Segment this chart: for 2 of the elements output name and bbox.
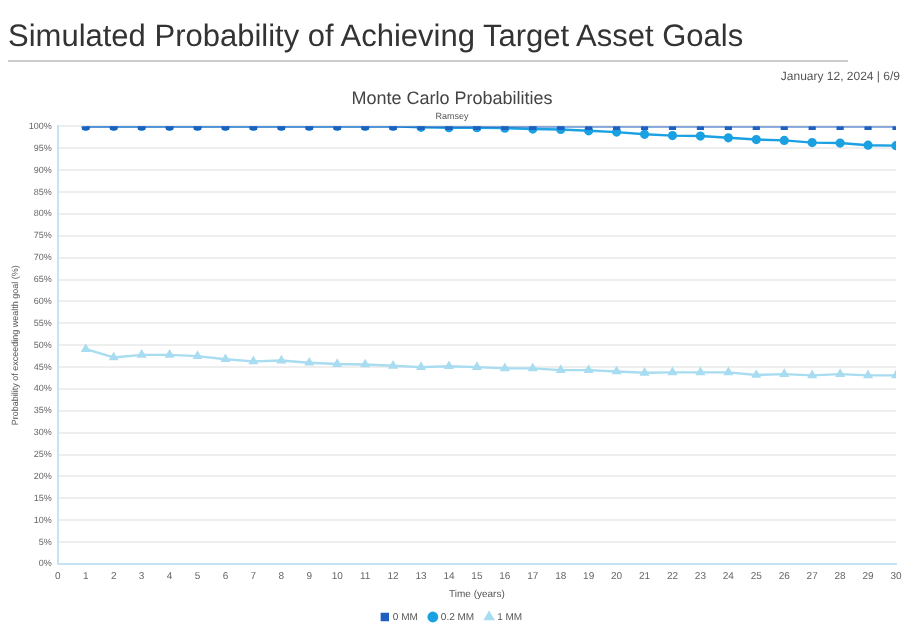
text: Simulated Probability of Achieving Target Asset Goals (8, 20, 848, 62)
chart-title: Monte Carlo Probabilities (351, 87, 554, 108)
